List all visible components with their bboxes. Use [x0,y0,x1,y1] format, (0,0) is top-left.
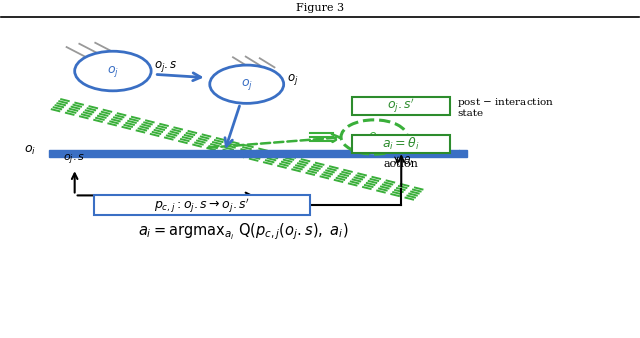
Circle shape [341,120,407,154]
Circle shape [210,65,284,103]
Text: $a_i = \theta_i$: $a_i = \theta_i$ [382,136,420,152]
Text: action: action [384,160,419,169]
Text: $o_j$: $o_j$ [107,64,119,78]
Text: $a_i = \mathrm{argmax}_{a_i}\ \mathrm{Q}(p_{c,j}(o_j.s),\ a_i)$: $a_i = \mathrm{argmax}_{a_i}\ \mathrm{Q}… [138,221,349,242]
Text: state: state [457,109,483,118]
Text: $p_{c,j} : o_j.s \rightarrow o_j.s'$: $p_{c,j} : o_j.s \rightarrow o_j.s'$ [154,196,250,215]
Text: $o_j.s'$: $o_j.s'$ [387,97,415,115]
Text: $o_j.s$: $o_j.s$ [154,58,178,74]
Text: $o_i$: $o_i$ [24,144,36,158]
Text: $o_j$: $o_j$ [287,72,298,87]
FancyBboxPatch shape [95,195,310,215]
FancyBboxPatch shape [353,97,450,115]
Circle shape [75,51,151,91]
Text: Figure 3: Figure 3 [296,3,344,13]
Text: $o_j$: $o_j$ [241,77,253,92]
Text: $o_j.s$: $o_j.s$ [63,152,86,167]
Text: post $-$ interaction: post $-$ interaction [457,96,554,108]
FancyBboxPatch shape [353,135,450,152]
Bar [49,150,467,157]
Text: $\theta_i$: $\theta_i$ [403,154,413,168]
Text: $o_j$: $o_j$ [368,129,380,145]
